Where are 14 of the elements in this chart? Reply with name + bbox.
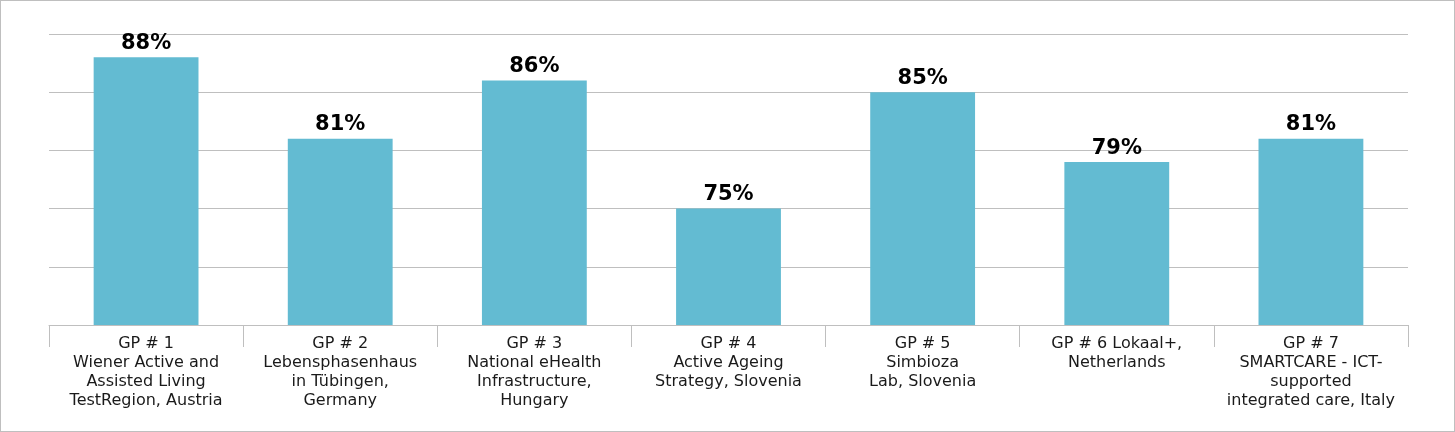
data-label: 79% <box>1091 134 1142 159</box>
data-label: 86% <box>509 53 560 78</box>
x-tick-label: GP # 3 National eHealth Infrastructure, Hungary <box>467 333 602 409</box>
data-label: 81% <box>1285 111 1337 136</box>
x-tick-label: GP # 1 Wiener Active and Assisted Living TestRegion, Austria <box>68 333 223 409</box>
x-tick-label: GP # 2 Lebensphasenhaus in Tübingen, Germany <box>263 333 418 409</box>
data-label: 88% <box>120 29 172 54</box>
data-label: 81% <box>315 111 366 136</box>
x-tick-label: GP # 6 Lokaal+, Netherlands <box>1051 333 1183 371</box>
data-label: 75% <box>703 181 754 206</box>
data-label: 85% <box>897 64 948 89</box>
x-tick-label: GP # 7 SMARTCARE - ICT- supported integrated care, Italy <box>1226 333 1396 409</box>
x-tick-label: GP # 5 Simbioza Lab, Slovenia <box>869 333 977 390</box>
x-tick-label: GP # 4 Active Ageing Strategy, Slovenia <box>655 333 802 390</box>
